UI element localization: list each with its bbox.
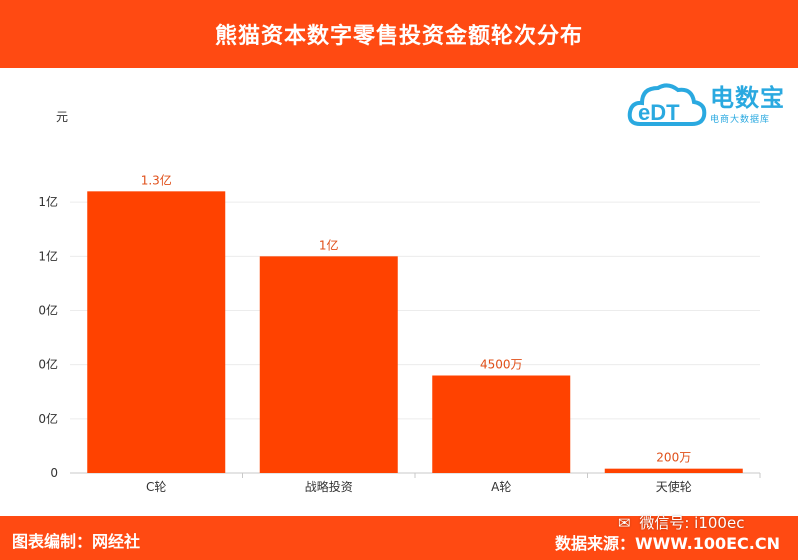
x-tick-label: 天使轮: [656, 479, 692, 494]
footer-bar: 图表编制：网经社 数据来源：WWW.100EC.CN: [0, 516, 798, 560]
bar: [259, 256, 398, 473]
x-tick-label: A轮: [491, 480, 511, 494]
y-tick-label: 0: [50, 466, 58, 480]
edt-logo: eDT 电数宝 电商大数据库: [626, 76, 794, 134]
y-tick-label: 1亿: [38, 248, 58, 263]
logo-subtitle: 电商大数据库: [710, 115, 771, 125]
footer-credit: 图表编制：网经社: [12, 532, 141, 551]
y-axis-label: 元: [56, 110, 68, 124]
logo-name: 电数宝: [710, 84, 785, 112]
data-label: 1亿: [319, 237, 339, 252]
cloud-icon: eDT: [627, 83, 707, 126]
data-label: 1.3亿: [141, 172, 172, 187]
bar: [604, 468, 743, 473]
watermark-text: 微信号: i100ec: [639, 514, 745, 532]
y-tick-label: 0亿: [38, 411, 58, 426]
data-label: 4500万: [480, 358, 523, 372]
chart-area: 元 0 0亿 0亿 0亿 1亿 1亿 1.3亿 C轮 1亿战略投资 4500万 A轮 200万天使轮: [0, 95, 798, 505]
chart-title: 熊猫资本数字零售投资金额轮次分布: [214, 24, 583, 49]
bar: [87, 191, 226, 473]
y-tick-label: 0亿: [38, 357, 58, 372]
x-tick-label: C轮: [146, 480, 166, 494]
data-label: 200万: [656, 451, 691, 465]
x-tick-label: 战略投资: [305, 479, 353, 494]
wechat-icon: ✉: [618, 514, 631, 532]
footer-source: 数据来源：WWW.100EC.CN: [554, 534, 780, 553]
wechat-watermark: ✉ 微信号: i100ec: [618, 512, 744, 533]
y-tick-label: 0亿: [38, 303, 58, 318]
bar: [432, 375, 571, 473]
logo-mark: eDT: [638, 100, 680, 125]
y-tick-label: 1亿: [38, 194, 58, 209]
chart-header: 熊猫资本数字零售投资金额轮次分布: [0, 0, 798, 68]
